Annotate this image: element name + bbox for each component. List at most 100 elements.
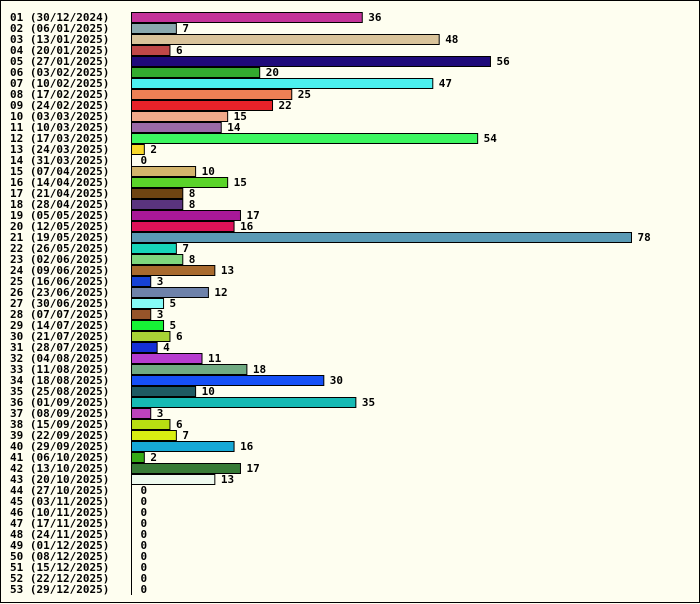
category-label: 24 (09/06/2025) xyxy=(10,264,109,277)
category-label: 27 (30/06/2025) xyxy=(10,297,109,310)
bar xyxy=(131,243,177,254)
value-label: 7 xyxy=(182,429,189,442)
bar xyxy=(131,221,235,232)
bar xyxy=(131,386,197,397)
bar xyxy=(131,342,158,353)
value-label: 0 xyxy=(141,572,148,585)
value-label: 47 xyxy=(439,77,452,90)
category-label: 53 (29/12/2025) xyxy=(10,583,109,596)
category-label: 12 (17/03/2025) xyxy=(10,132,109,145)
category-label: 46 (10/11/2025) xyxy=(10,506,109,519)
value-label: 0 xyxy=(141,539,148,552)
value-label: 13 xyxy=(221,264,234,277)
category-label: 45 (03/11/2025) xyxy=(10,495,109,508)
category-label: 03 (13/01/2025) xyxy=(10,33,109,46)
bar xyxy=(131,419,171,430)
category-label: 07 (10/02/2025) xyxy=(10,77,109,90)
value-label: 3 xyxy=(157,275,164,288)
bar xyxy=(131,254,184,265)
bar xyxy=(131,474,216,485)
category-label: 49 (01/12/2025) xyxy=(10,539,109,552)
category-label: 38 (15/09/2025) xyxy=(10,418,109,431)
category-label: 44 (27/10/2025) xyxy=(10,484,109,497)
bar xyxy=(131,353,203,364)
bar xyxy=(131,463,241,474)
value-label: 35 xyxy=(362,396,375,409)
bar xyxy=(131,199,184,210)
value-label: 5 xyxy=(170,319,177,332)
value-label: 11 xyxy=(208,352,222,365)
bar xyxy=(131,298,165,309)
bar xyxy=(131,45,171,56)
category-label: 32 (04/08/2025) xyxy=(10,352,109,365)
value-label: 48 xyxy=(445,33,458,46)
category-label: 06 (03/02/2025) xyxy=(10,66,109,79)
category-label: 50 (08/12/2025) xyxy=(10,550,109,563)
category-label: 08 (17/02/2025) xyxy=(10,88,109,101)
value-label: 17 xyxy=(246,209,259,222)
value-label: 0 xyxy=(141,550,148,563)
category-label: 02 (06/01/2025) xyxy=(10,22,109,35)
value-label: 12 xyxy=(214,286,227,299)
value-label: 14 xyxy=(227,121,241,134)
bar xyxy=(131,177,229,188)
category-label: 40 (29/09/2025) xyxy=(10,440,109,453)
category-label: 43 (20/10/2025) xyxy=(10,473,109,486)
bar xyxy=(131,100,274,111)
category-label: 19 (05/05/2025) xyxy=(10,209,109,222)
bar xyxy=(131,364,248,375)
value-label: 25 xyxy=(298,88,311,101)
bar xyxy=(131,166,197,177)
category-label: 21 (19/05/2025) xyxy=(10,231,109,244)
category-label: 39 (22/09/2025) xyxy=(10,429,109,442)
value-label: 0 xyxy=(141,517,148,530)
bar xyxy=(131,375,325,386)
category-label: 52 (22/12/2025) xyxy=(10,572,109,585)
category-label: 17 (21/04/2025) xyxy=(10,187,109,200)
value-label: 10 xyxy=(202,385,215,398)
category-label: 01 (30/12/2024) xyxy=(10,11,109,24)
value-label: 8 xyxy=(189,253,196,266)
value-label: 22 xyxy=(279,99,292,112)
value-label: 15 xyxy=(234,110,247,123)
category-label: 25 (16/06/2025) xyxy=(10,275,109,288)
value-label: 0 xyxy=(141,154,148,167)
value-label: 3 xyxy=(157,308,164,321)
value-label: 15 xyxy=(234,176,247,189)
category-label: 47 (17/11/2025) xyxy=(10,517,109,530)
bar xyxy=(131,441,235,452)
value-label: 18 xyxy=(253,363,266,376)
value-label: 7 xyxy=(182,242,189,255)
value-label: 0 xyxy=(141,561,148,574)
bar xyxy=(131,265,216,276)
value-label: 10 xyxy=(202,165,215,178)
bar xyxy=(131,397,357,408)
category-label: 15 (07/04/2025) xyxy=(10,165,109,178)
category-label: 37 (08/09/2025) xyxy=(10,407,109,420)
bar xyxy=(131,452,145,463)
bar xyxy=(131,133,479,144)
bar xyxy=(131,232,632,243)
value-label: 2 xyxy=(150,143,157,156)
bar xyxy=(131,287,209,298)
value-label: 54 xyxy=(484,132,498,145)
bar xyxy=(131,23,177,34)
category-label: 18 (28/04/2025) xyxy=(10,198,109,211)
value-label: 6 xyxy=(176,44,183,57)
bar xyxy=(131,320,165,331)
value-label: 0 xyxy=(141,484,148,497)
category-label: 36 (01/09/2025) xyxy=(10,396,109,409)
value-label: 8 xyxy=(189,198,196,211)
value-label: 0 xyxy=(141,495,148,508)
bar xyxy=(131,122,222,133)
value-label: 13 xyxy=(221,473,234,486)
value-label: 20 xyxy=(266,66,279,79)
value-label: 16 xyxy=(240,440,254,453)
category-label: 41 (06/10/2025) xyxy=(10,451,109,464)
category-label: 09 (24/02/2025) xyxy=(10,99,109,112)
bar xyxy=(131,331,171,342)
bar xyxy=(131,89,293,100)
category-label: 42 (13/10/2025) xyxy=(10,462,109,475)
value-label: 5 xyxy=(170,297,177,310)
